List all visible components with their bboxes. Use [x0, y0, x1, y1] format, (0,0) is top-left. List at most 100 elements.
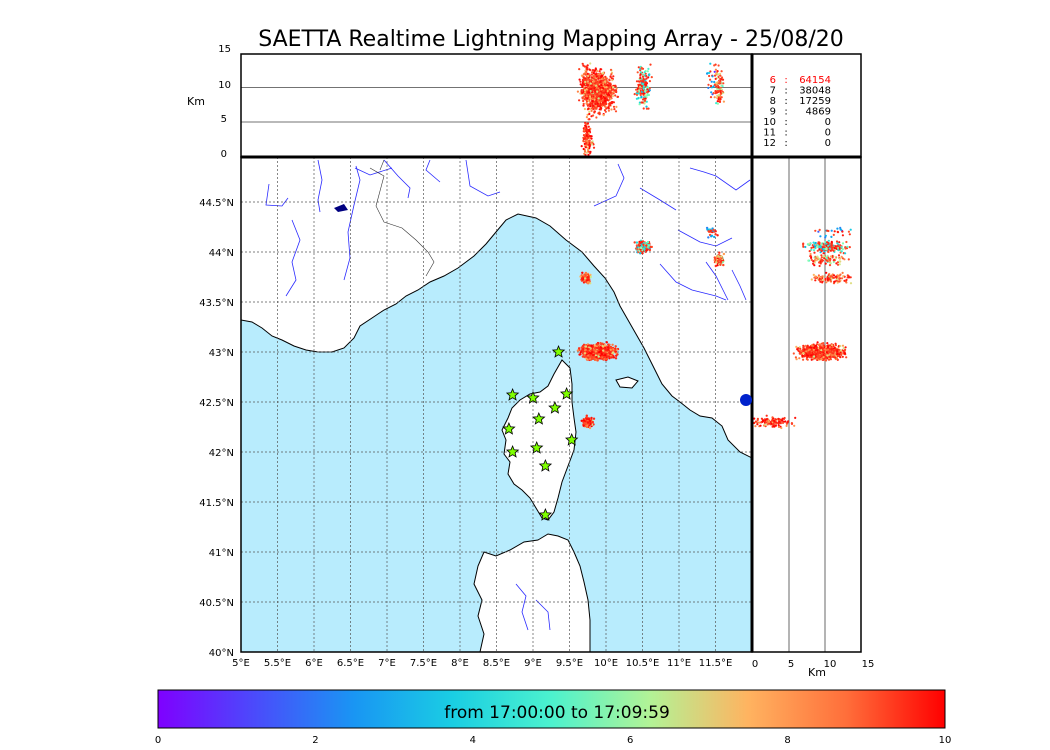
side-source-point [839, 228, 842, 231]
altitude-source-point [638, 103, 641, 106]
altitude-source-point [715, 96, 719, 99]
lightning-source-point [592, 417, 596, 420]
altitude-source-point [614, 84, 617, 87]
altitude-source-point [582, 104, 585, 107]
side-source-point [833, 230, 836, 233]
altitude-source-point [709, 78, 712, 81]
altitude-source-point [585, 91, 589, 94]
altitude-source-point [586, 139, 589, 142]
altitude-source-point [602, 79, 605, 82]
altitude-source-point [584, 80, 587, 83]
altitude-tick: 0 [221, 149, 227, 160]
colorbar-gradient [157, 689, 946, 729]
altitude-source-point [596, 105, 600, 108]
side-source-point [836, 357, 839, 360]
station-star-icon [559, 386, 574, 400]
side-source-point [824, 356, 827, 359]
altitude-source-point [716, 102, 720, 105]
side-source-point [811, 344, 814, 347]
side-source-point [825, 247, 828, 250]
side-source-point [808, 242, 811, 245]
side-source-point [768, 420, 771, 423]
altitude-source-point [597, 82, 600, 85]
altitude-source-point [585, 151, 589, 154]
lightning-source-point [642, 247, 645, 250]
side-source-point [759, 424, 762, 427]
side-source-point [818, 277, 821, 280]
altitude-source-point [614, 110, 618, 113]
altitude-source-point [707, 83, 710, 86]
altitude-source-point [598, 108, 601, 111]
lightning-source-point [596, 352, 599, 355]
altitude-source-point [607, 109, 611, 112]
altitude-source-point [640, 101, 643, 104]
altitude-source-point [611, 95, 615, 98]
map-panel: 5°E 5.5°E 6°E 6.5°E 7°E 7.5°E 8°E 8.5°E 9°E 9.5°E… [199, 156, 753, 669]
lightning-source-point [581, 271, 584, 274]
lightning-source-point [645, 244, 648, 247]
side-source-point [815, 347, 818, 351]
altitude-source-point [721, 78, 725, 81]
side-source-point [822, 342, 825, 345]
side-source-point [849, 276, 852, 279]
altitude-source-point [608, 82, 611, 85]
altitude-source-point [587, 125, 590, 128]
altitude-source-point [608, 88, 612, 91]
side-source-point [790, 422, 794, 425]
altitude-source-point [635, 80, 639, 83]
side-source-point [818, 261, 821, 264]
side-source-point [831, 255, 834, 258]
altitude-source-point [645, 105, 648, 108]
altitude-source-point [585, 128, 589, 132]
altitude-source-point [601, 89, 604, 92]
altitude-source-point [715, 102, 718, 105]
side-source-point [810, 358, 813, 361]
side-panel: 0 5 10 15 Km [241, 54, 874, 679]
side-source-point [838, 280, 841, 283]
side-source-point [777, 425, 781, 428]
altitude-source-point [648, 89, 651, 92]
altitude-source-point [606, 95, 609, 98]
side-source-point [785, 424, 788, 427]
side-source-point [824, 236, 827, 239]
side-source-point [820, 254, 823, 257]
lightning-source-point [603, 354, 607, 357]
altitude-source-point [586, 72, 589, 75]
altitude-source-point [640, 95, 643, 98]
side-source-point [781, 419, 784, 422]
side-source-point [849, 228, 852, 231]
side-source-point [834, 257, 837, 260]
side-source-point [815, 350, 818, 353]
lightning-source-point [593, 356, 596, 359]
lightning-source-point [614, 347, 617, 350]
side-source-point [820, 256, 823, 259]
side-source-point [812, 358, 815, 361]
side-source-point [833, 259, 836, 262]
side-source-point [812, 260, 815, 263]
altitude-source-point [722, 82, 725, 85]
station-count-value: 4869 [806, 107, 831, 118]
side-source-point [804, 344, 807, 347]
side-source-point [843, 258, 846, 261]
side-source-point [826, 229, 829, 232]
side-source-point [841, 355, 844, 358]
side-source-point [846, 245, 849, 248]
station-count-stations: 6 [770, 75, 776, 86]
altitude-source-point [593, 80, 596, 83]
lightning-source-point [585, 417, 589, 421]
altitude-source-point [581, 91, 584, 95]
side-source-point [838, 277, 841, 280]
lon-tick-label: 5.5°E [264, 658, 291, 669]
altitude-source-point [604, 89, 607, 92]
altitude-source-point [607, 106, 610, 109]
lightning-source-point [716, 255, 719, 258]
altitude-source-point [637, 92, 640, 95]
side-source-point [794, 356, 798, 359]
altitude-source-point [643, 101, 646, 104]
side-source-point [833, 346, 836, 350]
lightning-source-point [584, 345, 588, 348]
altitude-source-point [635, 93, 639, 96]
side-source-point [828, 264, 832, 267]
altitude-source-point [588, 130, 591, 133]
altitude-source-point [645, 74, 648, 78]
